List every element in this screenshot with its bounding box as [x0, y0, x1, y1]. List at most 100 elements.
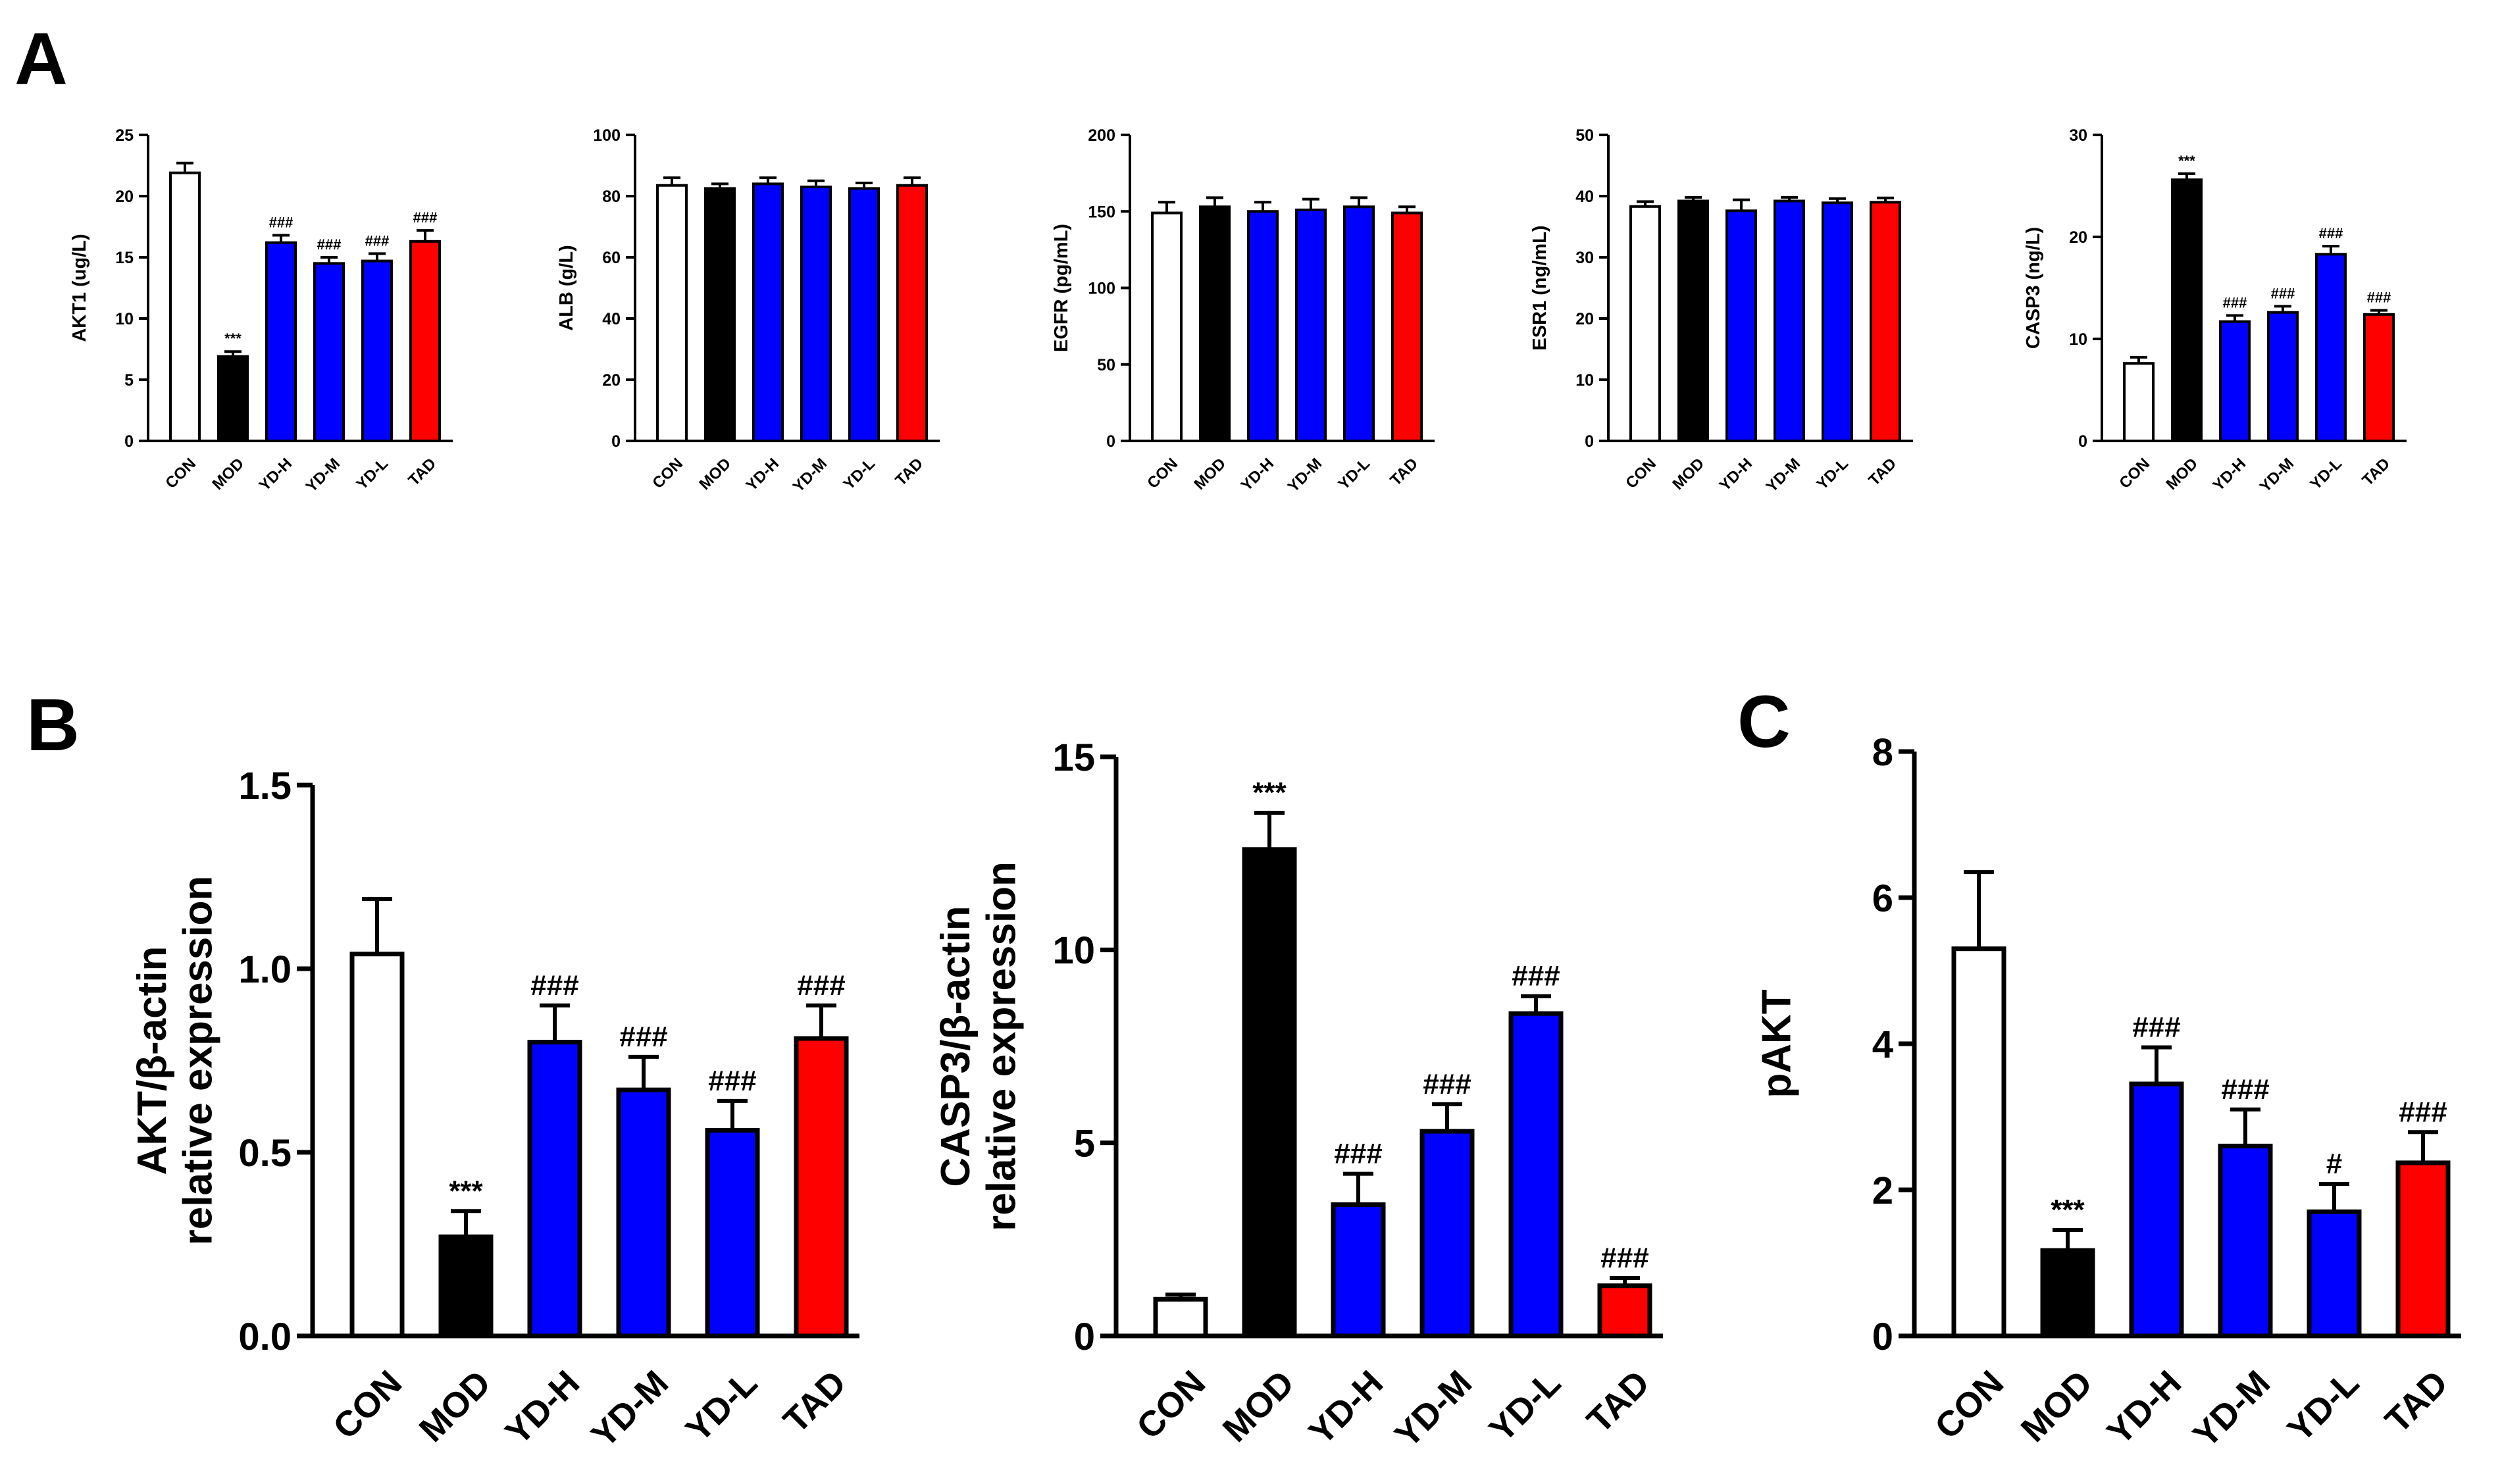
bar-yd-l: [1822, 201, 1853, 442]
y-tick-label: 10: [2069, 330, 2087, 349]
panel-label-b: B: [26, 684, 80, 766]
x-tick-label: TAD: [2378, 1363, 2455, 1441]
y-axis-title: CASP3/β-actin: [933, 906, 979, 1187]
x-tick-label: YD-H: [2099, 1363, 2189, 1452]
y-axis-title: relative expression: [979, 861, 1024, 1231]
significance-label: ###: [2367, 290, 2391, 306]
x-tick-label: CON: [1928, 1363, 2011, 1446]
x-tick-label: YD-M: [584, 1363, 676, 1455]
x-tick-label: CON: [1144, 455, 1181, 492]
bar-yd-m: [2218, 1143, 2273, 1339]
bar-con: [1629, 205, 1661, 442]
x-tick-label: YD-M: [2257, 455, 2297, 496]
bar-yd-h: [2219, 320, 2251, 442]
x-tick-label: YD-L: [2280, 1363, 2367, 1450]
y-tick-label: 15: [1052, 736, 1095, 779]
x-tick-label: YD-M: [790, 455, 830, 496]
x-tick-label: YD-M: [1763, 455, 1804, 496]
y-tick-label: 2: [1872, 1169, 1893, 1212]
y-tick-label: 10: [115, 310, 134, 328]
panel-label-c: C: [1737, 680, 1791, 763]
bar-yd-m: [800, 186, 832, 442]
x-tick-label: CON: [1622, 455, 1660, 492]
significance-label: ###: [365, 232, 390, 249]
x-tick-label: MOD: [1669, 455, 1708, 494]
significance-label: ***: [2051, 1194, 2085, 1226]
y-axis-title: relative expression: [175, 876, 220, 1246]
bar-tad: [2363, 313, 2395, 442]
bar-tad: [409, 240, 441, 442]
y-tick-label: 0: [124, 432, 134, 451]
y-tick-label: 0: [2078, 432, 2087, 451]
y-axis-title: pAKT: [1754, 989, 1800, 1098]
significance-label: ###: [2223, 294, 2247, 311]
bar-yd-m: [616, 1087, 671, 1339]
chart-akt-mrna: 0.0 0.5 1.0 1.5 AKT/β-actin relative expressi…: [130, 765, 859, 1455]
bar-tad: [1870, 201, 1901, 442]
x-tick-label: TAD: [1865, 455, 1900, 490]
y-tick-label: 1.0: [238, 948, 292, 991]
bar-con: [169, 171, 201, 442]
significance-label: ###: [708, 1065, 756, 1097]
x-tick-label: CON: [2116, 455, 2153, 492]
y-tick-label: 15: [115, 249, 134, 267]
significance-label: ###: [2319, 225, 2343, 242]
bar-yd-h: [527, 1040, 582, 1339]
panel-label-a: A: [14, 18, 68, 100]
y-tick-label: 0: [1585, 432, 1594, 451]
y-tick-label: 150: [1088, 203, 1115, 221]
x-tick-label: YD-L: [2307, 455, 2345, 494]
x-tick-label: YD-L: [840, 455, 879, 494]
bar-yd-h: [1725, 209, 1757, 442]
x-tick-label: YD-L: [1482, 1363, 1569, 1450]
y-tick-label: 100: [593, 126, 621, 145]
x-tick-label: YD-H: [498, 1363, 587, 1452]
y-tick-label: 10: [1052, 929, 1095, 972]
x-tick-label: YD-H: [2210, 455, 2250, 495]
x-tick-label: MOD: [412, 1363, 499, 1450]
bar-yd-m: [1774, 199, 1805, 442]
y-tick-label: 40: [602, 310, 621, 328]
significance-label: ***: [1252, 777, 1287, 809]
bar-yd-l: [1508, 1011, 1564, 1339]
x-tick-label: MOD: [2162, 455, 2201, 494]
y-tick-label: 6: [1872, 877, 1893, 920]
y-tick-label: 50: [1097, 356, 1115, 374]
y-tick-label: 1.5: [238, 765, 292, 807]
significance-label: ###: [619, 1021, 667, 1053]
x-tick-label: MOD: [1190, 455, 1229, 494]
bar-con: [1951, 946, 2006, 1339]
bar-mod: [2171, 178, 2203, 442]
bar-yd-h: [1247, 210, 1279, 442]
y-tick-label: 0: [1872, 1316, 1893, 1358]
chart-casp3-mrna: 0 5 10 15 CASP3/β-actin relative expression CO…: [933, 736, 1663, 1455]
x-tick-label: TAD: [405, 455, 440, 490]
x-tick-label: TAD: [776, 1363, 854, 1441]
y-axis-title: EGFR (pg/mL): [1051, 224, 1072, 352]
bar-tad: [794, 1036, 849, 1339]
significance-label: ###: [2132, 1011, 2180, 1044]
x-tick-label: MOD: [1215, 1363, 1302, 1450]
y-tick-label: 20: [2069, 228, 2087, 247]
x-tick-label: CON: [162, 455, 199, 492]
significance-label: ###: [2399, 1096, 2447, 1128]
x-tick-label: CON: [649, 455, 686, 492]
significance-label: ###: [2271, 285, 2295, 301]
bar-yd-l: [2315, 253, 2347, 442]
bar-con: [1153, 1296, 1208, 1339]
y-tick-label: 25: [115, 126, 134, 145]
x-tick-label: MOD: [2014, 1363, 2101, 1450]
bar-yd-l: [848, 187, 880, 442]
chart-casp3-serum: 0 10 20 30 CASP3 (ng/L) CON *** MOD ### YD-H ### YD…: [2023, 126, 2407, 496]
y-tick-label: 8: [1872, 731, 1893, 774]
chart-akt1-serum: 0 5 10 15 20 25 AKT1 (ug/L) CON *** MOD ### YD-H ###…: [69, 126, 453, 496]
bar-mod: [438, 1234, 494, 1339]
y-tick-label: 0.5: [238, 1132, 292, 1175]
y-tick-label: 50: [1575, 126, 1594, 145]
x-tick-label: YD-L: [1335, 455, 1373, 494]
y-axis-title: AKT/β-actin: [130, 946, 175, 1175]
x-tick-label: TAD: [1387, 455, 1421, 490]
chart-alb-serum: 0 20 40 60 80 100 ALB (g/L) CON MOD YD-H YD-M YD-L T…: [556, 126, 940, 496]
x-tick-label: YD-M: [1387, 1363, 1479, 1455]
